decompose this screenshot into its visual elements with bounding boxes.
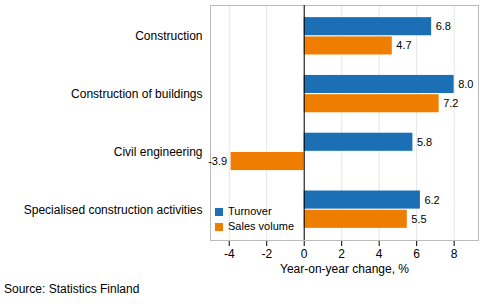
svg-text:-2: -2	[261, 247, 272, 261]
svg-text:6.2: 6.2	[424, 194, 439, 206]
svg-text:2: 2	[338, 247, 345, 261]
svg-text:5.8: 5.8	[417, 136, 432, 148]
svg-text:Year-on-year change, %: Year-on-year change, %	[280, 262, 409, 276]
svg-text:4: 4	[376, 247, 383, 261]
svg-text:-3.9: -3.9	[208, 155, 227, 167]
svg-text:Construction: Construction	[135, 29, 202, 43]
svg-text:6: 6	[413, 247, 420, 261]
svg-text:Construction of buildings: Construction of buildings	[71, 87, 202, 101]
svg-text:6.8: 6.8	[436, 20, 451, 32]
svg-text:7.2: 7.2	[443, 97, 458, 109]
svg-text:Civil engineering: Civil engineering	[114, 145, 203, 159]
svg-text:8: 8	[451, 247, 458, 261]
svg-text:8.0: 8.0	[458, 78, 473, 90]
html-text:Source: Statistics Finland: Source: Statistics Finland	[4, 282, 140, 296]
svg-text:Specialised construction activ: Specialised construction activities	[24, 203, 203, 217]
html-text:Sales volume: Sales volume	[228, 220, 294, 232]
svg-text:-4: -4	[224, 247, 235, 261]
html-text:Turnover: Turnover	[228, 205, 272, 217]
svg-text:4.7: 4.7	[396, 39, 411, 51]
svg-text:0: 0	[301, 247, 308, 261]
svg-text:5.5: 5.5	[411, 213, 426, 225]
